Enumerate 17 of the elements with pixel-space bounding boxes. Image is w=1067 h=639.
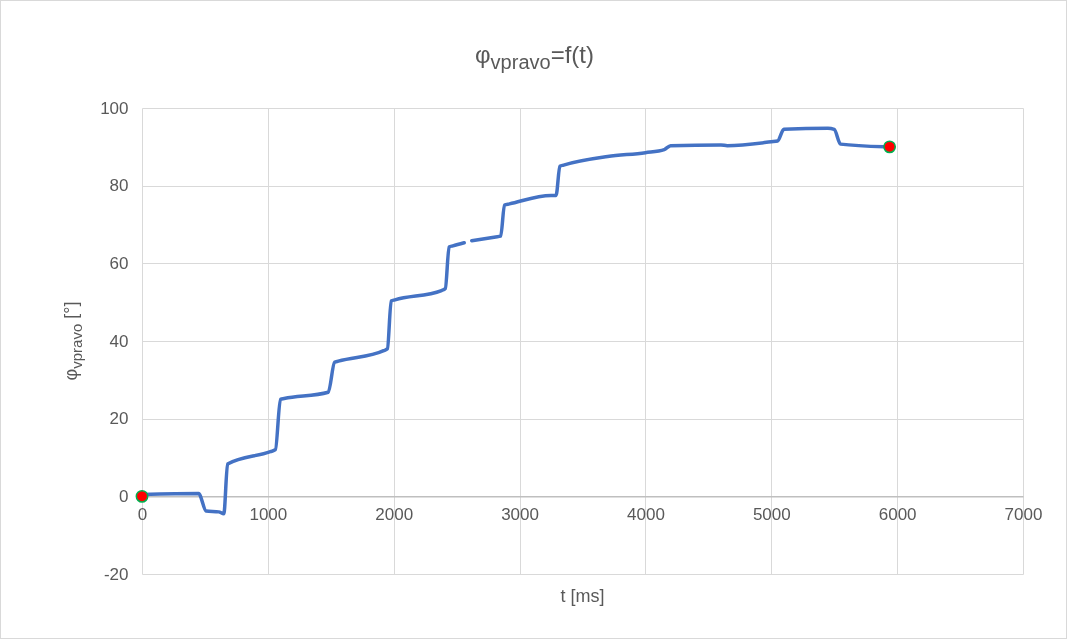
x-tick-label: 1000 <box>249 504 288 524</box>
x-tick-label: 6000 <box>878 504 917 524</box>
y-tick-label: -20 <box>103 564 129 584</box>
x-tick-label: 7000 <box>1004 504 1043 524</box>
y-tick-label: 100 <box>100 98 129 118</box>
y-tick-label: 60 <box>109 253 129 273</box>
x-tick-label: 3000 <box>501 504 539 524</box>
x-tick-label: 0 <box>137 504 148 524</box>
x-tick-label: 4000 <box>627 504 665 524</box>
y-tick-label: 20 <box>109 409 129 429</box>
chart-title: φ$_{vpravo}$=f(t) <box>474 41 595 74</box>
x-axis-title: t [ms] <box>559 586 606 607</box>
y-tick-label: 0 <box>119 486 129 506</box>
x-tick-label: 2000 <box>375 504 414 524</box>
y-tick-label: 80 <box>109 176 129 196</box>
y-tick-label: 40 <box>109 331 129 351</box>
x-tick-label: 5000 <box>752 504 791 524</box>
